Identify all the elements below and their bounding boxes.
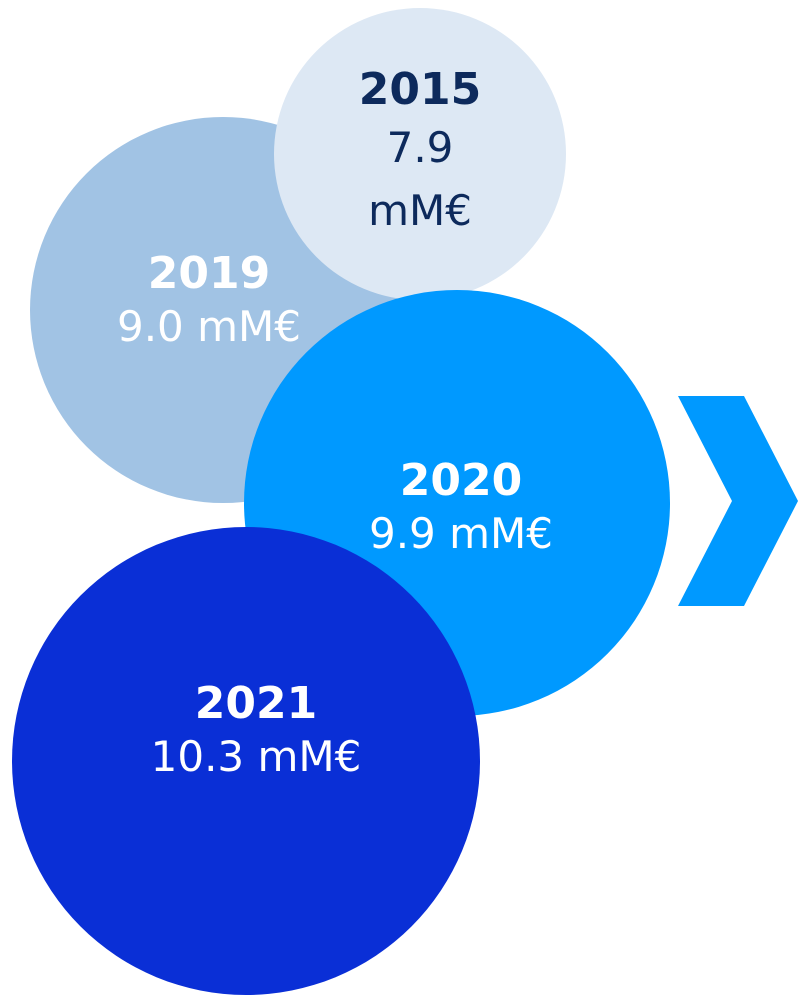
bubble-2019-year: 2019 — [147, 248, 271, 300]
chevron-right-icon — [678, 396, 798, 606]
bubble-2021-amount: 10.3 mM€ — [150, 732, 362, 782]
bubble-2015: 2015 7.9 mM€ — [274, 8, 566, 300]
bubble-2015-amount-unit: mM€ — [368, 186, 472, 236]
bubble-2021-content: 2021 10.3 mM€ — [151, 678, 362, 783]
bubble-2015-content: 2015 7.9 mM€ — [359, 64, 481, 243]
bubble-2020-year: 2020 — [399, 455, 523, 507]
bubble-2019-amount: 9.0 mM€ — [116, 302, 302, 352]
bubble-2019-content: 2019 9.0 mM€ — [117, 248, 301, 353]
chevron-right-shape — [678, 396, 798, 606]
bubble-2020-content: 2020 9.9 mM€ — [369, 455, 553, 560]
bubble-2015-amount-value: 7.9 — [386, 123, 454, 173]
bubble-2020-amount: 9.9 mM€ — [368, 509, 554, 559]
bubble-2021-year: 2021 — [194, 678, 318, 730]
bubble-2015-year: 2015 — [358, 63, 482, 115]
bubble-2021: 2021 10.3 mM€ — [12, 527, 480, 995]
